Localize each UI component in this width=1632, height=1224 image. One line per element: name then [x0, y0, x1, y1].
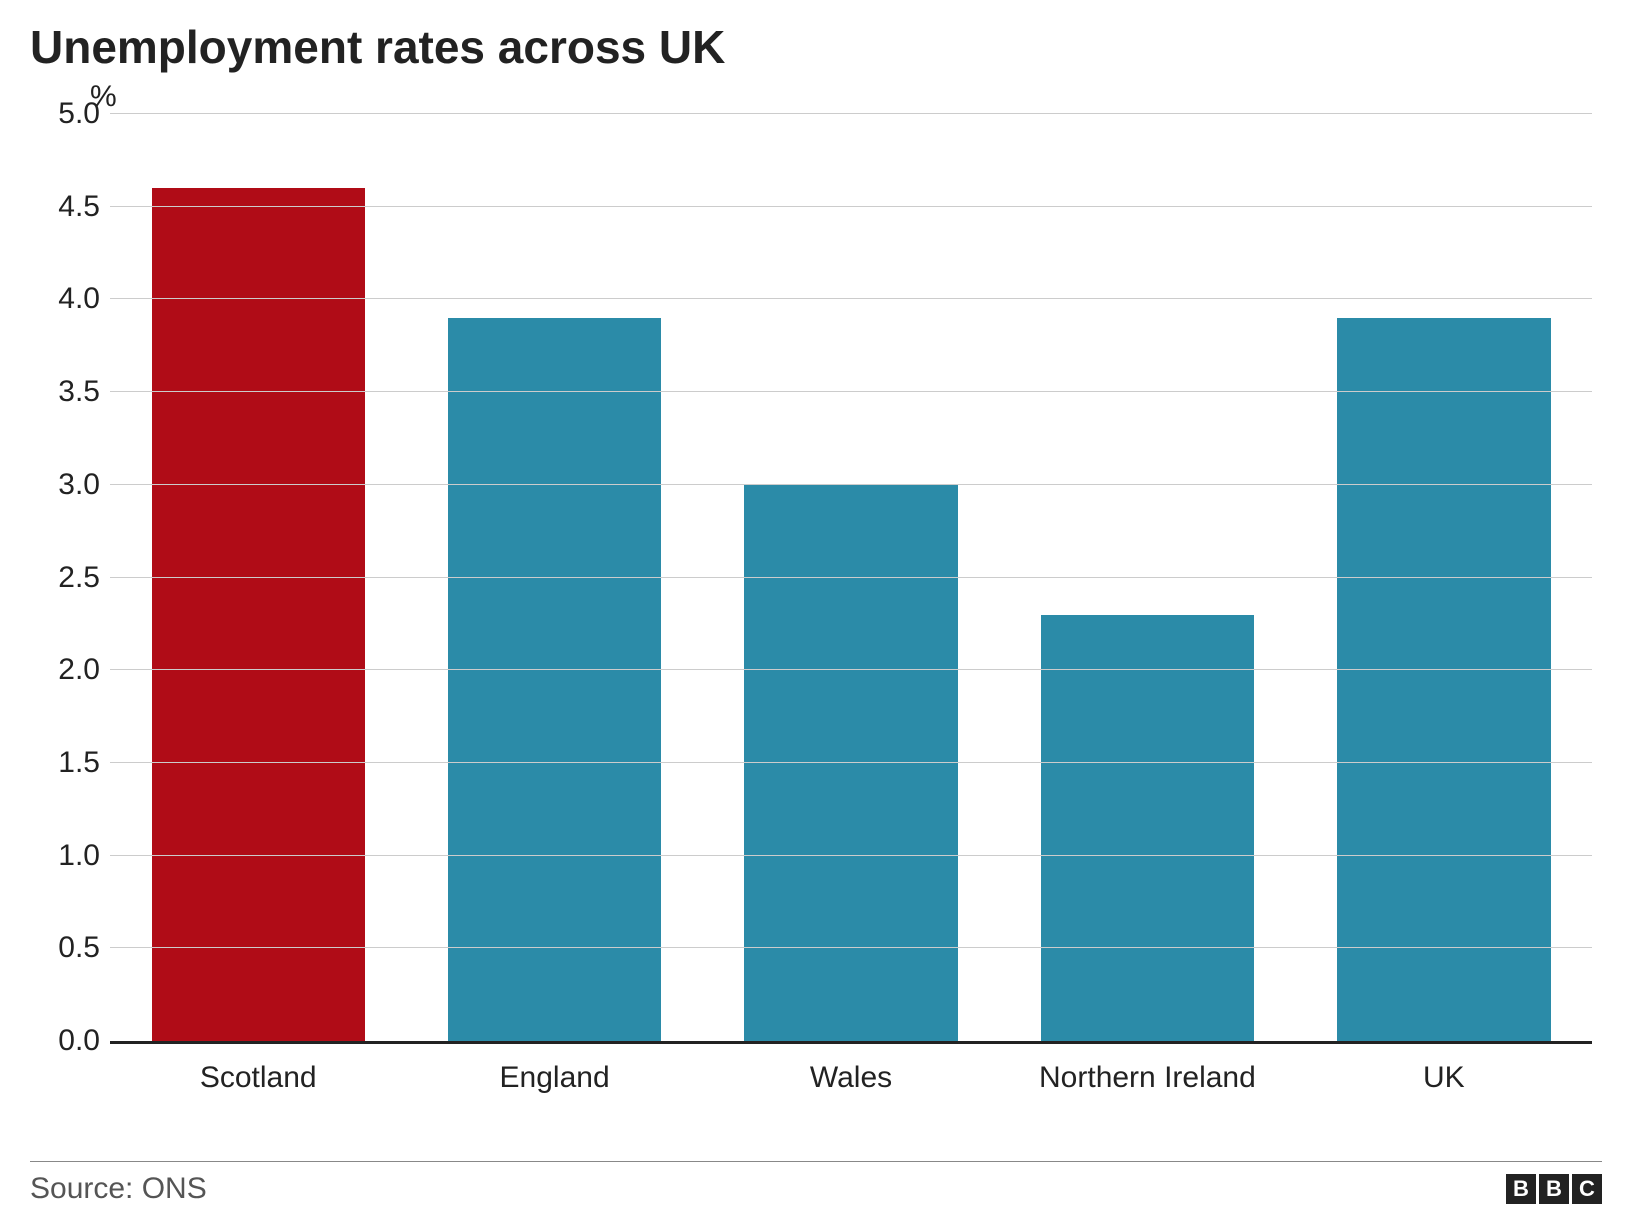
- x-tick-label: Scotland: [110, 1049, 406, 1104]
- chart-title: Unemployment rates across UK: [30, 20, 1602, 74]
- logo-letter: B: [1506, 1174, 1536, 1204]
- logo-letter: B: [1539, 1174, 1569, 1204]
- y-tick-label: 3.0: [35, 468, 100, 502]
- bar: [744, 485, 957, 1041]
- bar: [1337, 318, 1550, 1041]
- bar-slot: [999, 114, 1295, 1041]
- x-tick-label: England: [406, 1049, 702, 1104]
- x-axis-labels: ScotlandEnglandWalesNorthern IrelandUK: [110, 1049, 1592, 1104]
- y-tick-label: 0.5: [35, 931, 100, 965]
- y-tick-label: 0.0: [35, 1024, 100, 1058]
- chart-container: Unemployment rates across UK % 0.00.51.0…: [0, 0, 1632, 1224]
- gridline: [110, 206, 1592, 207]
- plot-area: 0.00.51.01.52.02.53.03.54.04.55.0: [110, 114, 1592, 1044]
- chart-footer: Source: ONS BBC: [30, 1161, 1602, 1206]
- gridline: [110, 855, 1592, 856]
- y-tick-label: 3.5: [35, 375, 100, 409]
- chart-wrap: 0.00.51.01.52.02.53.03.54.04.55.0 Scotla…: [30, 104, 1602, 1104]
- gridline: [110, 113, 1592, 114]
- logo-letter: C: [1572, 1174, 1602, 1204]
- y-tick-label: 5.0: [35, 97, 100, 131]
- source-text: Source: ONS: [30, 1172, 207, 1206]
- bar-slot: [406, 114, 702, 1041]
- y-tick-label: 4.5: [35, 190, 100, 224]
- bars-group: [110, 114, 1592, 1041]
- gridline: [110, 669, 1592, 670]
- bar-slot: [1296, 114, 1592, 1041]
- bar: [1041, 615, 1254, 1041]
- y-tick-label: 4.0: [35, 282, 100, 316]
- bar-slot: [703, 114, 999, 1041]
- bar: [448, 318, 661, 1041]
- bar: [152, 188, 365, 1041]
- bar-slot: [110, 114, 406, 1041]
- gridline: [110, 762, 1592, 763]
- gridline: [110, 391, 1592, 392]
- gridline: [110, 577, 1592, 578]
- y-tick-label: 2.5: [35, 561, 100, 595]
- bbc-logo: BBC: [1506, 1174, 1602, 1204]
- y-tick-label: 2.0: [35, 653, 100, 687]
- x-tick-label: Northern Ireland: [999, 1049, 1295, 1104]
- y-tick-label: 1.5: [35, 746, 100, 780]
- y-tick-label: 1.0: [35, 839, 100, 873]
- x-tick-label: Wales: [703, 1049, 999, 1104]
- x-tick-label: UK: [1296, 1049, 1592, 1104]
- gridline: [110, 947, 1592, 948]
- gridline: [110, 298, 1592, 299]
- gridline: [110, 484, 1592, 485]
